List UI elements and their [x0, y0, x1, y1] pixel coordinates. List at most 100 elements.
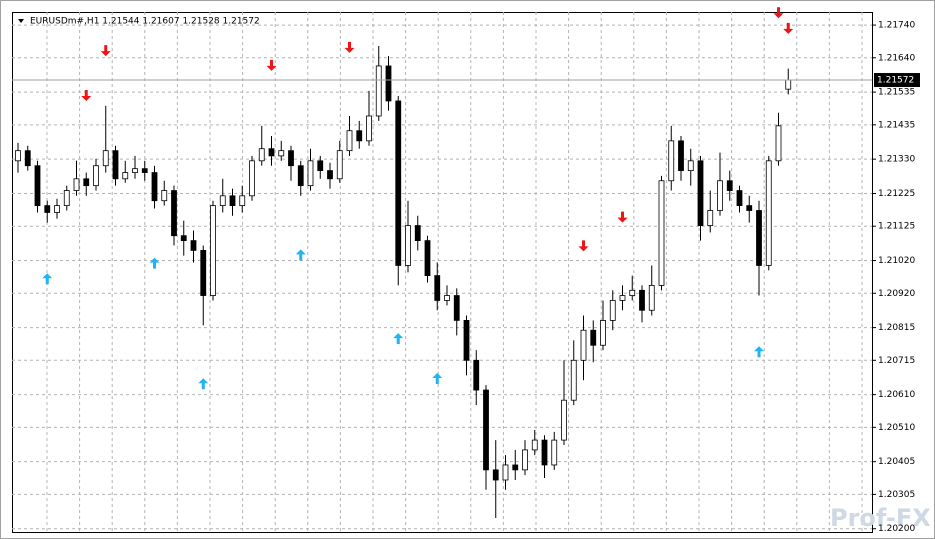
candle-body: [63, 190, 70, 207]
candle-body: [249, 160, 255, 197]
candle-body: [44, 205, 51, 213]
candle-body: [463, 320, 470, 361]
buy-arrow: [42, 273, 53, 285]
candle-body: [492, 469, 499, 481]
y-tick-label: 1.20610: [878, 390, 915, 400]
candle-body: [678, 140, 684, 172]
last-price-label: 1.21572: [877, 76, 914, 86]
candle-body: [200, 250, 207, 296]
candle-body: [580, 329, 587, 361]
candle-body: [34, 165, 41, 207]
buy-arrow: [295, 249, 306, 261]
sell-arrow: [783, 22, 794, 34]
candle-body: [600, 320, 606, 346]
candle-body: [375, 65, 382, 117]
candle-body: [629, 289, 636, 296]
chart-title: EURUSDm#,H1 1.21544 1.21607 1.21528 1.21…: [30, 17, 260, 27]
candle-body: [639, 289, 645, 311]
candle-body: [395, 100, 402, 266]
candle-body: [15, 150, 21, 162]
candle-body: [239, 195, 246, 207]
candle-body: [687, 160, 694, 172]
sell-arrow: [266, 59, 277, 71]
candle-body: [668, 140, 675, 182]
candle-body: [736, 190, 743, 207]
y-tick-label: 1.21740: [878, 21, 915, 31]
candle-body: [83, 178, 90, 187]
candle-body: [54, 205, 60, 213]
candle-body: [541, 439, 548, 466]
candle-body: [73, 178, 80, 191]
candle-body: [765, 160, 772, 266]
candle-body: [102, 150, 109, 167]
buy-arrow: [754, 346, 764, 358]
y-tick-label: 1.21125: [878, 222, 915, 232]
candle-body: [746, 205, 753, 211]
sell-arrow: [81, 89, 92, 101]
y-tick-label: 1.20305: [878, 490, 915, 500]
candle-body: [483, 389, 489, 471]
candle-body: [551, 439, 558, 466]
candle-body: [258, 148, 265, 162]
candle-body: [434, 275, 441, 301]
candle-body: [658, 180, 665, 286]
candle-body: [717, 180, 723, 211]
candle-body: [122, 172, 129, 180]
candle-body: [453, 295, 460, 321]
candle-body: [171, 190, 177, 237]
candle-body: [336, 150, 343, 180]
candle-body: [473, 359, 480, 391]
buy-arrow: [198, 378, 209, 390]
candle-body: [151, 172, 158, 202]
buy-arrow: [393, 333, 404, 345]
y-tick-label: 1.21225: [878, 189, 915, 199]
candle-body: [93, 165, 99, 187]
y-tick-label: 1.21330: [878, 155, 915, 165]
candle-body: [424, 240, 431, 276]
y-tick-label: 1.20200: [878, 524, 915, 534]
candle-body: [366, 115, 372, 142]
candle-body: [288, 150, 294, 167]
candle-body: [561, 399, 567, 441]
y-tick-label: 1.20715: [878, 356, 915, 366]
candle-body: [502, 464, 509, 481]
candle-body: [112, 150, 119, 180]
candle-body: [444, 295, 450, 301]
candle-body: [522, 449, 528, 471]
sell-arrow: [344, 41, 355, 53]
candle-body: [317, 160, 324, 172]
y-tick-label: 1.21535: [878, 88, 915, 98]
candle-body: [219, 195, 226, 207]
y-tick-label: 1.20815: [878, 323, 915, 333]
candle-body: [414, 225, 421, 242]
candle-body: [385, 65, 392, 102]
buy-arrow: [432, 373, 443, 385]
candle-body: [24, 150, 31, 167]
y-tick-label: 1.20920: [878, 289, 915, 299]
y-tick-label: 1.20510: [878, 423, 915, 433]
sell-arrow: [773, 7, 784, 19]
menu-triangle: [18, 19, 24, 23]
sell-arrow: [617, 211, 628, 223]
candle-body: [161, 190, 168, 202]
candle-body: [268, 148, 275, 157]
candle-body: [132, 168, 138, 173]
candle-body: [726, 180, 733, 191]
candle-body: [210, 205, 216, 296]
candle-body: [619, 295, 626, 301]
candle-body: [190, 240, 197, 251]
candle-body: [346, 130, 353, 152]
candle-body: [756, 210, 762, 266]
last-price-box: [874, 73, 920, 88]
y-tick-label: 1.21020: [878, 256, 915, 266]
y-tick-label: 1.21640: [878, 53, 915, 63]
candle-body: [785, 79, 792, 90]
candle-body: [590, 329, 597, 346]
y-tick-label: 1.20405: [878, 457, 915, 467]
y-tick-label: 1.21435: [878, 120, 915, 130]
candle-body: [356, 130, 363, 142]
buy-arrow: [149, 257, 160, 269]
plot-frame: [12, 12, 873, 533]
sell-arrow: [100, 45, 111, 57]
candle-body: [141, 168, 148, 173]
